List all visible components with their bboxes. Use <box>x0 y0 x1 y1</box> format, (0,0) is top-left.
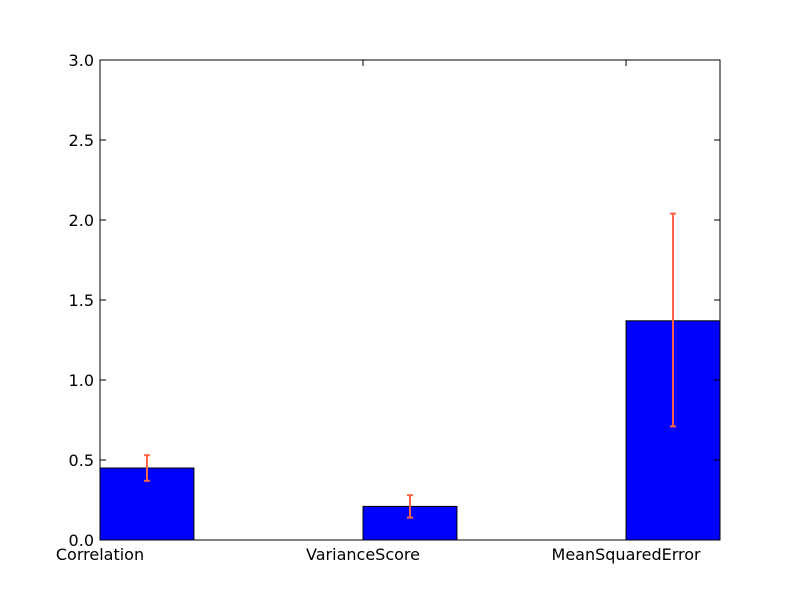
y-tick-label: 1.0 <box>69 371 94 390</box>
x-tick-label-VarianceScore: VarianceScore <box>306 545 420 564</box>
error-bar-MeanSquaredError <box>670 212 677 428</box>
error-bar-VarianceScore <box>407 494 413 519</box>
y-tick-label: 2.5 <box>69 131 94 150</box>
error-bars-layer <box>143 212 677 519</box>
y-tick-label: 2.0 <box>69 211 94 230</box>
x-tick-label-Correlation: Correlation <box>56 545 144 564</box>
y-tick-label: 3.0 <box>69 51 94 70</box>
y-tick-label: 1.5 <box>69 291 94 310</box>
y-axis: 0.0 0.5 1.0 1.5 2.0 2.5 3.0 <box>69 51 720 550</box>
x-axis: Correlation VarianceScore MeanSquaredError <box>56 60 701 564</box>
y-tick-label: 0.5 <box>69 451 94 470</box>
plot-background <box>100 60 720 540</box>
y-tick-label: 0.0 <box>69 531 94 550</box>
error-bar-Correlation <box>143 454 150 482</box>
x-tick-label-MeanSquaredError: MeanSquaredError <box>552 545 702 564</box>
